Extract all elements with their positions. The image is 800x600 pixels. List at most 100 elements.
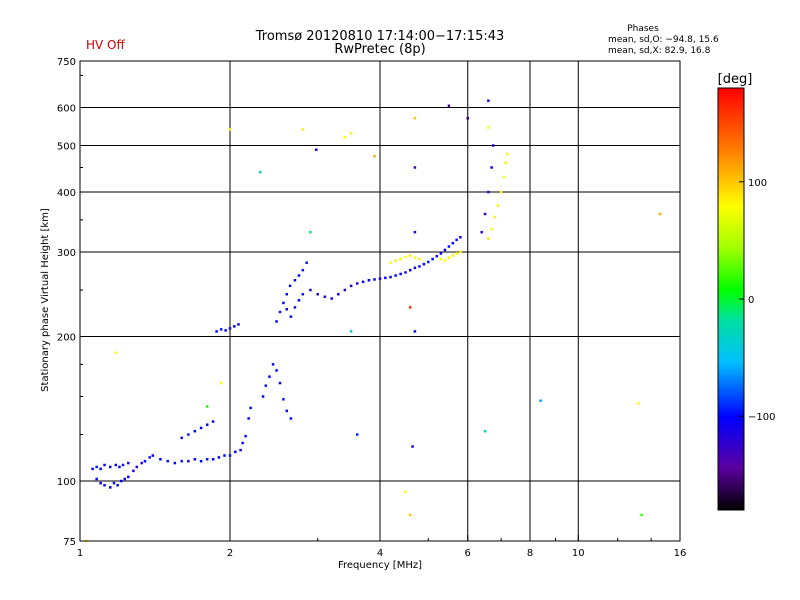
data-point (427, 260, 430, 264)
data-point (451, 254, 455, 257)
data-point (268, 375, 271, 378)
data-point (282, 301, 285, 305)
data-point (135, 465, 139, 469)
data-point (316, 292, 319, 296)
data-point (289, 315, 293, 318)
data-point (337, 292, 340, 296)
data-point (504, 161, 507, 165)
data-point (99, 467, 102, 471)
data-point (435, 254, 439, 258)
data-point (491, 144, 495, 147)
x-tick-label: 1 (77, 548, 83, 559)
data-point (282, 398, 285, 401)
data-point (413, 116, 417, 120)
y-axis-ticks: 75 100 200 300 400 500 600 750 (57, 57, 86, 548)
data-point (301, 128, 305, 131)
data-point (205, 423, 209, 426)
data-point (373, 278, 376, 281)
x-tick-label: 10 (572, 548, 585, 559)
colorbar-tick-label: −100 (748, 412, 775, 423)
data-point (378, 277, 382, 280)
data-point (330, 297, 333, 300)
data-point (394, 259, 397, 262)
data-point (123, 477, 127, 481)
data-point (480, 230, 483, 234)
y-tick-label: 75 (63, 537, 76, 548)
data-point (114, 351, 118, 355)
data-point (413, 330, 417, 333)
data-point (408, 513, 412, 517)
data-point (285, 409, 289, 413)
data-point (199, 426, 203, 430)
data-point (640, 513, 643, 517)
data-point (389, 261, 392, 264)
data-point (140, 461, 143, 465)
data-point (219, 381, 223, 385)
stats-x-mode: mean, sd,X: 82.9, 16.8 (608, 46, 711, 56)
colorbar-tick-label: 0 (748, 295, 754, 306)
data-point (244, 434, 247, 438)
data-point (323, 295, 327, 299)
data-point (539, 399, 542, 402)
colorbar-tick-label: 100 (748, 178, 767, 189)
data-point (297, 299, 301, 302)
data-point (490, 166, 493, 169)
y-tick-label: 300 (57, 248, 76, 259)
data-point (205, 405, 209, 408)
data-point (233, 325, 236, 328)
stats-title: Phases (627, 24, 659, 34)
data-point (215, 330, 218, 333)
data-point (180, 436, 183, 440)
data-point (455, 252, 458, 255)
data-point (205, 458, 209, 461)
data-point (301, 292, 305, 296)
y-tick-label: 500 (57, 142, 76, 153)
data-point (180, 459, 183, 463)
data-point (275, 369, 278, 372)
x-tick-label: 16 (674, 548, 687, 559)
data-point (447, 256, 451, 259)
data-point (367, 278, 371, 282)
data-point (293, 306, 297, 309)
data-point (121, 463, 125, 467)
data-point (361, 280, 365, 284)
x-tick-label: 4 (377, 548, 383, 559)
data-point (166, 459, 169, 463)
data-point (187, 459, 190, 463)
data-point (271, 363, 275, 366)
data-point (116, 483, 119, 487)
data-point (211, 420, 215, 423)
y-tick-label: 100 (57, 477, 76, 488)
data-point (199, 459, 203, 463)
data-point (219, 328, 223, 331)
data-point (151, 454, 155, 457)
data-point (278, 310, 282, 314)
data-point (418, 257, 421, 261)
y-tick-label: 200 (57, 333, 76, 344)
data-point (349, 330, 353, 333)
data-point (349, 284, 353, 288)
y-tick-label: 400 (57, 188, 76, 199)
plot-grid (80, 61, 680, 541)
data-point (355, 282, 359, 285)
y-tick-label: 600 (57, 104, 76, 115)
data-point (120, 479, 123, 483)
data-point (384, 276, 387, 280)
data-point (261, 395, 265, 398)
data-point (112, 481, 116, 485)
data-point (459, 236, 462, 239)
data-point (413, 166, 417, 169)
data-point (249, 406, 252, 410)
data-point (404, 255, 407, 259)
data-point (228, 454, 232, 457)
data-point (293, 278, 297, 282)
data-point (289, 417, 293, 420)
data-point (443, 248, 447, 252)
data-point (99, 481, 102, 485)
data-point (309, 230, 312, 234)
data-point (343, 288, 347, 292)
data-point (103, 483, 106, 487)
data-point (408, 306, 412, 309)
data-point (118, 465, 121, 469)
